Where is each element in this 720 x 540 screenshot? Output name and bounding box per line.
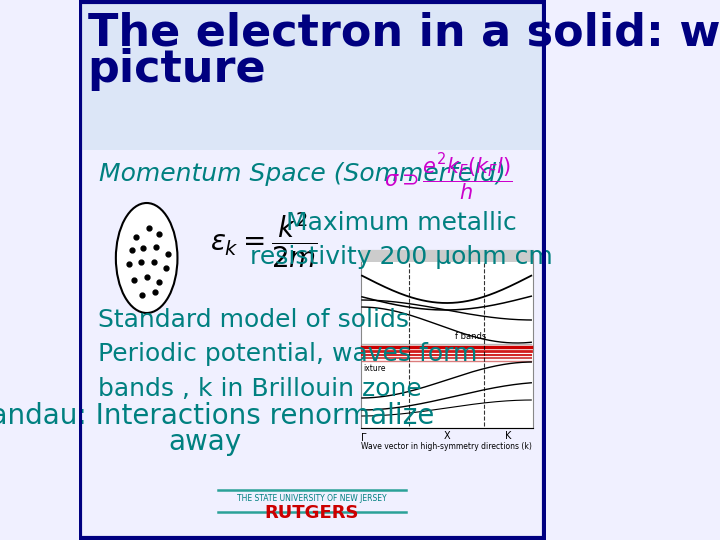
Text: K: K <box>505 431 512 441</box>
Ellipse shape <box>116 203 177 313</box>
Text: away: away <box>168 428 242 456</box>
Text: $\Gamma$: $\Gamma$ <box>359 431 367 443</box>
Bar <box>361 250 533 262</box>
Text: THE STATE UNIVERSITY OF NEW JERSEY: THE STATE UNIVERSITY OF NEW JERSEY <box>237 494 387 503</box>
Text: Landau: Interactions renormalize: Landau: Interactions renormalize <box>0 402 435 430</box>
Text: X: X <box>444 431 450 441</box>
Text: Standard model of solids
Periodic potential, waves form
bands , k in Brillouin z: Standard model of solids Periodic potent… <box>98 308 477 401</box>
Text: picture: picture <box>88 48 266 91</box>
Text: The electron in a solid: wave: The electron in a solid: wave <box>88 12 720 55</box>
Text: Momentum Space (Sommerfeld): Momentum Space (Sommerfeld) <box>99 162 506 186</box>
Text: $\varepsilon_k = \dfrac{k^2}{2m}$: $\varepsilon_k = \dfrac{k^2}{2m}$ <box>210 210 317 270</box>
Bar <box>361 250 533 428</box>
Text: $\sigma \supset \dfrac{e^2 k_F (k_F l)}{h}$: $\sigma \supset \dfrac{e^2 k_F (k_F l)}{… <box>384 152 513 204</box>
Text: f bands: f bands <box>455 332 487 341</box>
Text: Maximum metallic
resistivity 200 μohm cm: Maximum metallic resistivity 200 μohm cm <box>250 211 553 269</box>
Bar <box>81 3 544 150</box>
Text: ixture: ixture <box>364 364 386 373</box>
Text: Wave vector in high-symmetry directions (k): Wave vector in high-symmetry directions … <box>361 442 532 451</box>
Text: RUTGERS: RUTGERS <box>265 504 359 522</box>
